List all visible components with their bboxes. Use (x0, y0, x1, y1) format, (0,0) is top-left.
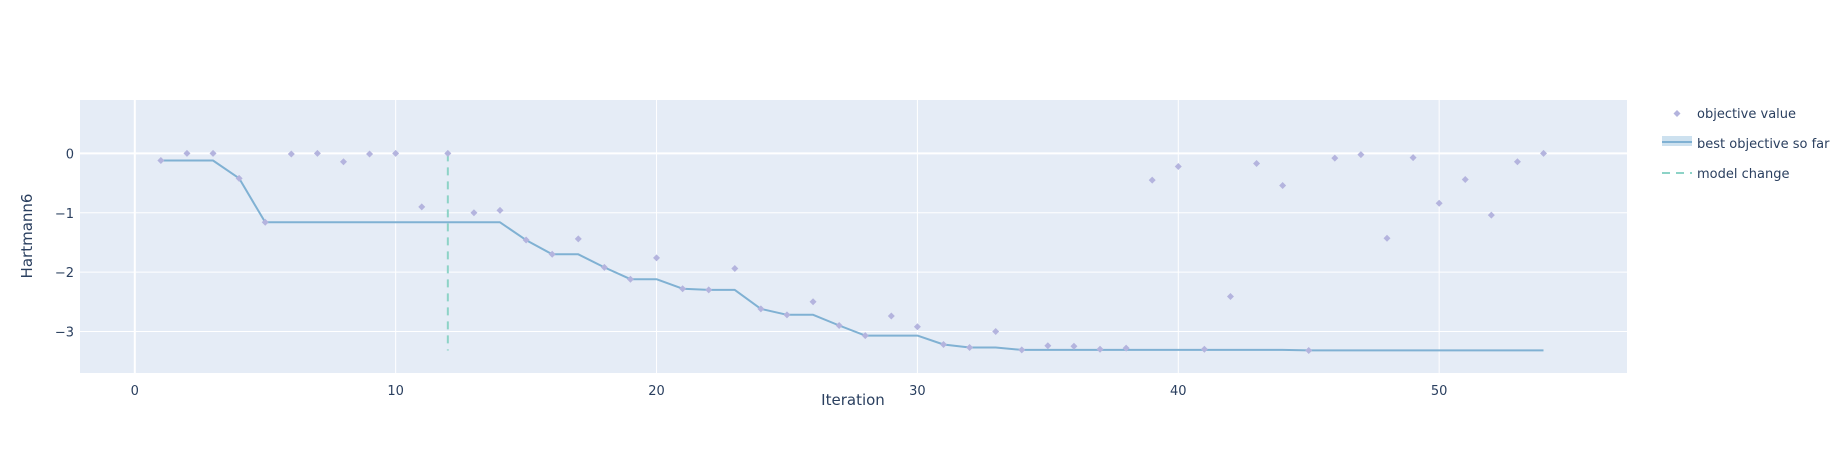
objective-value-point[interactable] (1279, 181, 1287, 189)
best-objective-line (160, 159, 1544, 352)
objective-value-point[interactable] (1253, 160, 1261, 168)
objective-value-point[interactable] (522, 236, 530, 244)
objective-value-point[interactable] (600, 263, 608, 271)
objective-value-point[interactable] (444, 149, 452, 157)
axis-ticks: 0 10 20 30 40 50 0 −1 −2 −3 (55, 147, 1448, 399)
objective-value-point[interactable] (705, 286, 713, 294)
objective-value-point[interactable] (757, 305, 765, 313)
objective-value-point[interactable] (1226, 292, 1234, 300)
objective-value-point[interactable] (992, 327, 1000, 335)
objective-value-point[interactable] (626, 275, 634, 283)
y-axis-title: Hartmann6 (18, 194, 36, 279)
objective-value-point[interactable] (418, 203, 426, 211)
objective-value-point[interactable] (287, 150, 295, 158)
objective-value-point[interactable] (183, 149, 191, 157)
objective-value-point[interactable] (653, 254, 661, 262)
x-tick-label: 50 (1431, 384, 1448, 399)
objective-value-point[interactable] (1096, 345, 1104, 353)
objective-value-point[interactable] (783, 311, 791, 319)
objective-value-point[interactable] (679, 285, 687, 293)
objective-value-point[interactable] (913, 323, 921, 331)
objective-value-point[interactable] (235, 174, 243, 182)
objective-value-point[interactable] (548, 250, 556, 258)
objective-value-point[interactable] (1383, 234, 1391, 242)
objective-value-point[interactable] (1540, 149, 1548, 157)
objective-value-point[interactable] (1461, 176, 1469, 184)
objective-value-point[interactable] (1513, 158, 1521, 166)
objective-value-point[interactable] (574, 235, 582, 243)
legend-item-model-change[interactable]: model change (1662, 167, 1789, 182)
plot-area-background (80, 100, 1627, 373)
legend-label-model-change: model change (1697, 167, 1789, 182)
objective-value-point[interactable] (887, 312, 895, 320)
objective-value-point[interactable] (861, 332, 869, 340)
y-tick-label: −1 (55, 207, 74, 222)
y-tick-label: −2 (55, 266, 74, 281)
objective-value-point[interactable] (392, 149, 400, 157)
objective-value-point[interactable] (731, 265, 739, 273)
x-tick-label: 30 (909, 384, 926, 399)
x-tick-label: 20 (648, 384, 665, 399)
x-axis-title: Iteration (821, 391, 885, 409)
legend-label-objective-value: objective value (1697, 107, 1796, 122)
objective-value-point[interactable] (835, 322, 843, 330)
objective-value-point[interactable] (1409, 154, 1417, 162)
objective-value-point[interactable] (1200, 345, 1208, 353)
objective-value-point[interactable] (809, 298, 817, 306)
x-tick-label: 10 (387, 384, 404, 399)
objective-value-point[interactable] (1305, 346, 1313, 354)
objective-value-point[interactable] (966, 343, 974, 351)
objective-value-point[interactable] (1122, 344, 1130, 352)
x-tick-label: 40 (1170, 384, 1187, 399)
objective-value-point[interactable] (261, 218, 269, 226)
objective-value-point[interactable] (1331, 154, 1339, 162)
objective-value-point[interactable] (1435, 199, 1443, 207)
objective-value-point[interactable] (496, 206, 504, 214)
legend-item-best-objective[interactable]: best objective so far (1662, 136, 1830, 152)
objective-value-point[interactable] (366, 150, 374, 158)
objective-value-point[interactable] (1148, 176, 1156, 184)
y-tick-label: −3 (55, 325, 74, 340)
objective-value-point[interactable] (339, 158, 347, 166)
x-tick-label: 0 (131, 384, 139, 399)
objective-value-point[interactable] (470, 209, 478, 217)
legend-marker-objective-value (1673, 110, 1681, 117)
objective-value-point[interactable] (1070, 342, 1078, 350)
objective-value-point[interactable] (940, 341, 948, 349)
y-tick-label: 0 (66, 147, 74, 162)
objective-value-point[interactable] (157, 157, 165, 165)
objective-value-point[interactable] (1174, 162, 1182, 170)
objective-value-point[interactable] (1487, 211, 1495, 219)
legend-item-objective-value[interactable]: objective value (1673, 107, 1797, 122)
objective-value-point[interactable] (1044, 342, 1052, 350)
series-layer (157, 149, 1548, 354)
objective-value-point[interactable] (313, 149, 321, 157)
objective-value-point[interactable] (1018, 346, 1026, 354)
objective-value-point[interactable] (1357, 151, 1365, 159)
objective-value-point[interactable] (209, 149, 217, 157)
legend-label-best-objective: best objective so far (1697, 137, 1830, 152)
legend[interactable]: objective value best objective so far mo… (1662, 107, 1830, 182)
